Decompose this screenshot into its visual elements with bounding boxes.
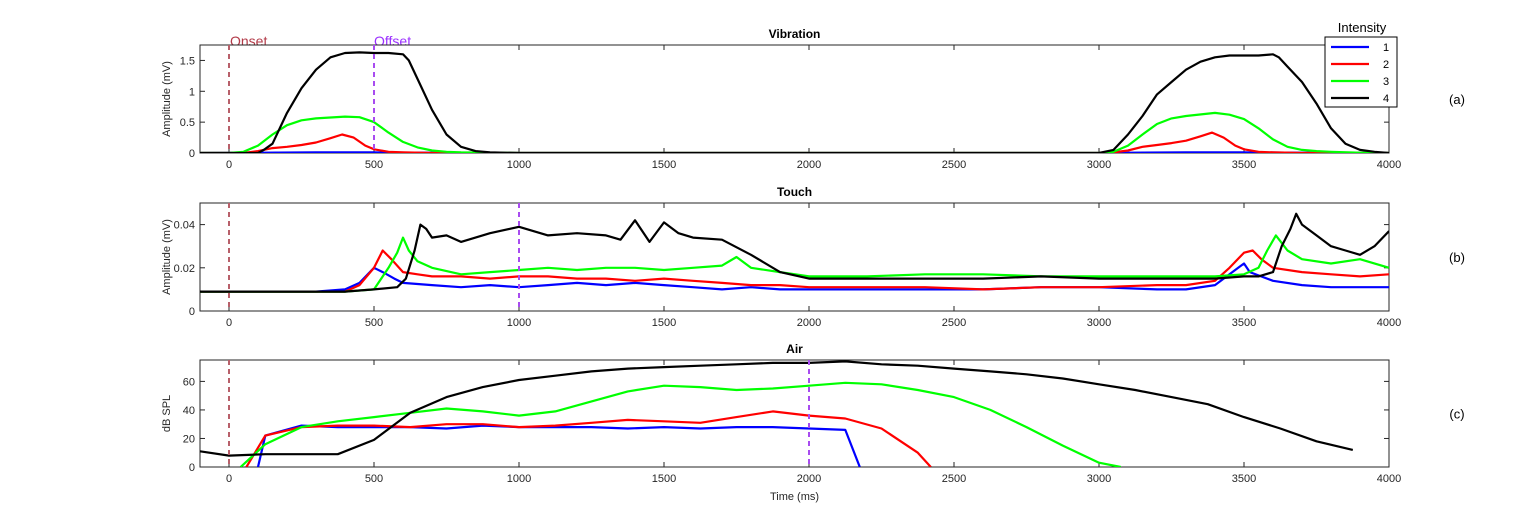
x-tick-label: 4000 xyxy=(1377,159,1401,171)
series-line-3 xyxy=(239,381,1122,467)
legend-title: Intensity xyxy=(1338,20,1387,35)
x-tick-label: 1500 xyxy=(652,317,676,329)
x-tick-label: 0 xyxy=(226,317,232,329)
y-tick-label: 0 xyxy=(189,306,195,318)
series-line-2 xyxy=(200,249,1389,293)
y-tick-label: 0 xyxy=(189,148,195,160)
series-line-4 xyxy=(200,360,1354,457)
x-tick-label: 3000 xyxy=(1087,473,1111,485)
legend-label-3: 3 xyxy=(1383,76,1389,88)
panel-2: 0 500 1000 1500 2000 2500 3000 3500 4000 0 0.02 0.0… xyxy=(161,185,1465,329)
y-tick-label: 60 xyxy=(183,376,195,388)
series-line-4 xyxy=(200,51,1389,153)
x-tick-label: 1500 xyxy=(652,473,676,485)
y-tick-label: 1.5 xyxy=(180,55,195,67)
x-tick-label: 0 xyxy=(226,473,232,485)
y-tick-label: 0.04 xyxy=(174,220,195,232)
panel-1: 0 500 1000 1500 2000 2500 3000 3500 4000 0 0.5 1 1.5… xyxy=(161,27,1465,171)
x-tick-label: 0 xyxy=(226,159,232,171)
panels: 0 500 1000 1500 2000 2500 3000 3500 400000.511.5… xyxy=(161,27,1465,503)
series-line-3 xyxy=(200,111,1389,153)
x-tick-label: 3500 xyxy=(1232,317,1256,329)
y-tick-label: 0.02 xyxy=(174,263,195,275)
x-tick-label: 2000 xyxy=(797,317,821,329)
x-tick-label: 1000 xyxy=(507,473,531,485)
panel-title: Touch xyxy=(777,185,812,199)
panel-label: (c) xyxy=(1449,407,1464,422)
x-tick-label: 3000 xyxy=(1087,317,1111,329)
panel-label: (b) xyxy=(1449,250,1465,265)
x-tick-label: 1500 xyxy=(652,159,676,171)
x-tick-label: 2000 xyxy=(797,473,821,485)
x-tick-label: 2000 xyxy=(797,159,821,171)
legend-entries: 1 2 3 4 xyxy=(1331,42,1389,105)
x-tick-label: 2500 xyxy=(942,159,966,171)
panel-3: 0 500 1000 1500 2000 2500 3000 3500 4000 0 20 40 60 A… xyxy=(161,342,1465,503)
axes-box xyxy=(199,44,1390,154)
y-axis-label: Amplitude (mV) xyxy=(161,219,173,295)
plot-area xyxy=(200,203,1389,311)
x-tick-label: 3500 xyxy=(1232,473,1256,485)
panel-title: Air xyxy=(786,342,803,356)
y-tick-label: 20 xyxy=(183,433,195,445)
plot-area xyxy=(200,45,1389,153)
axes-box xyxy=(199,202,1390,312)
x-tick-label: 1000 xyxy=(507,159,531,171)
panel-label: (a) xyxy=(1449,92,1465,107)
x-tick-label: 4000 xyxy=(1377,317,1401,329)
x-tick-label: 3500 xyxy=(1232,159,1256,171)
series-line-1 xyxy=(200,151,1389,153)
y-tick-label: 40 xyxy=(183,405,195,417)
x-tick-label: 2500 xyxy=(942,317,966,329)
series-line-4 xyxy=(200,212,1389,293)
plot-area xyxy=(200,360,1354,467)
y-tick-label: 0 xyxy=(189,462,195,474)
x-tick-label: 500 xyxy=(365,317,383,329)
y-tick-label: 1 xyxy=(189,86,195,98)
x-tick-label: 3000 xyxy=(1087,159,1111,171)
legend-label-4: 4 xyxy=(1383,93,1389,105)
legend-label-2: 2 xyxy=(1383,59,1389,71)
panel-title: Vibration xyxy=(769,27,821,41)
series-line-3 xyxy=(200,234,1389,293)
y-axis-label: Amplitude (mV) xyxy=(161,61,173,137)
legend-label-1: 1 xyxy=(1383,42,1389,54)
x-tick-label: 2500 xyxy=(942,473,966,485)
series-line-2 xyxy=(245,410,932,467)
x-tick-label: 4000 xyxy=(1377,473,1401,485)
y-tick-label: 0.5 xyxy=(180,117,195,129)
y-axis-label: dB SPL xyxy=(161,395,173,432)
series-line-1 xyxy=(256,424,861,467)
x-axis-label: Time (ms) xyxy=(770,491,819,503)
x-tick-label: 1000 xyxy=(507,317,531,329)
legend: Intensity 1 2 3 4 xyxy=(1324,20,1398,108)
x-tick-label: 500 xyxy=(365,159,383,171)
x-tick-label: 500 xyxy=(365,473,383,485)
legend-box xyxy=(1324,36,1398,108)
series-line-2 xyxy=(200,131,1389,153)
